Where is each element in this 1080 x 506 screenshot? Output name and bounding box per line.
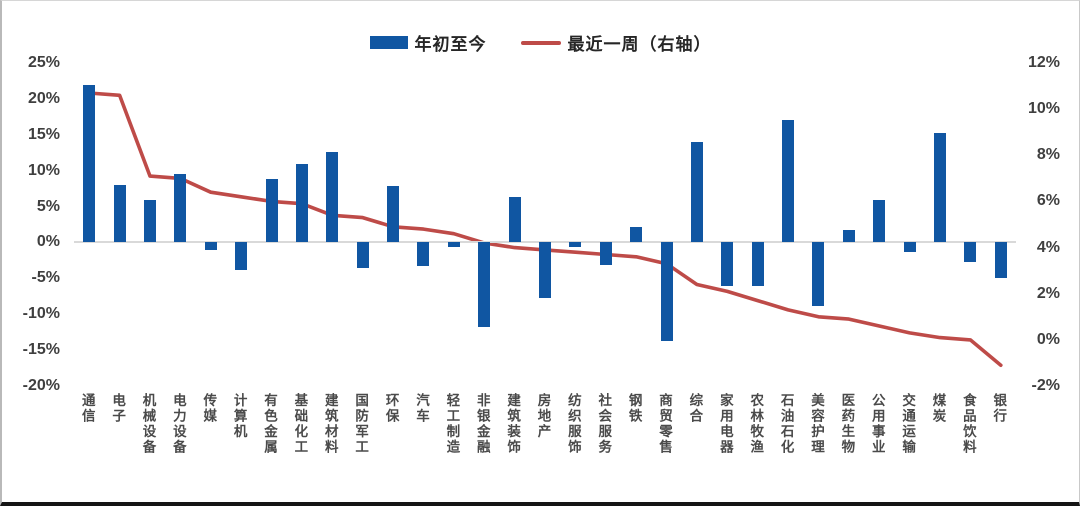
category-label: 电力设备 — [170, 393, 186, 455]
category-label: 交通运输 — [900, 393, 916, 455]
bar — [812, 242, 825, 306]
category-label: 综合 — [687, 393, 703, 424]
left-axis-tick: 25% — [27, 54, 60, 71]
bar — [83, 85, 96, 243]
bar — [417, 242, 430, 267]
bar — [204, 242, 217, 250]
bar — [873, 200, 886, 243]
bar — [842, 230, 855, 243]
category-label: 公用事业 — [869, 393, 885, 455]
legend-item-ytd: 年初至今 — [369, 30, 487, 55]
left-axis-tick: -20% — [22, 377, 60, 394]
bar — [903, 242, 916, 253]
right-axis-tick: 0% — [1036, 330, 1060, 348]
bar — [690, 141, 703, 243]
category-label: 通信 — [79, 393, 95, 424]
category-label: 非银金融 — [474, 393, 490, 455]
left-axis-tick: 5% — [36, 197, 60, 215]
category-label: 石油石化 — [778, 393, 794, 455]
category-label: 传媒 — [201, 393, 217, 424]
legend-item-lastweek: 最近一周（右轴） — [520, 30, 712, 55]
bar — [599, 242, 612, 265]
right-axis-tick: 12% — [1027, 54, 1060, 71]
bar — [235, 242, 248, 270]
category-label: 建筑材料 — [322, 393, 338, 455]
bar — [113, 185, 126, 243]
category-label: 钢铁 — [626, 393, 642, 424]
right-axis-tick: -2% — [1031, 377, 1060, 394]
right-axis-tick: 4% — [1036, 238, 1060, 256]
category-label: 有色金属 — [262, 393, 278, 455]
category-label: 机械设备 — [140, 393, 156, 455]
bar — [660, 242, 673, 341]
bar — [447, 242, 460, 247]
bar — [326, 152, 339, 243]
bar-legend-swatch-icon — [369, 36, 408, 49]
category-label: 基础化工 — [292, 393, 308, 455]
bar — [265, 179, 278, 243]
category-label: 社会服务 — [596, 393, 612, 455]
category-label: 电子 — [110, 393, 126, 424]
left-axis-tick: 10% — [27, 161, 60, 179]
category-label: 医药生物 — [839, 393, 855, 455]
bar — [508, 197, 521, 243]
bar — [143, 200, 156, 243]
category-label: 家用电器 — [717, 393, 733, 455]
bar — [964, 242, 977, 262]
legend-label-lastweek: 最近一周（右轴） — [567, 35, 712, 54]
left-axis-tick: 15% — [27, 125, 60, 143]
bar — [387, 186, 400, 243]
category-label: 计算机 — [231, 393, 247, 440]
category-label: 商贸零售 — [657, 393, 673, 455]
bar — [569, 242, 582, 248]
bar — [782, 120, 795, 243]
left-axis-tick: -10% — [22, 305, 60, 323]
lastweek-line — [87, 91, 1003, 368]
line-legend-swatch-icon — [520, 40, 561, 45]
category-label: 食品饮料 — [960, 393, 976, 455]
category-label: 美容护理 — [808, 393, 824, 455]
category-label: 国防军工 — [353, 393, 369, 455]
bar — [295, 164, 308, 243]
category-label: 纺织服饰 — [565, 393, 581, 455]
left-axis-tick: -15% — [22, 341, 60, 359]
category-label: 环保 — [383, 393, 399, 424]
right-axis-tick: 6% — [1036, 192, 1060, 210]
bar — [751, 242, 764, 286]
category-label: 煤炭 — [930, 393, 946, 424]
left-axis-tick: 20% — [27, 89, 60, 107]
left-axis-tick: 0% — [36, 233, 60, 251]
bar — [630, 226, 643, 243]
right-axis-tick: 2% — [1036, 284, 1060, 302]
category-label: 汽车 — [413, 393, 429, 424]
bar — [174, 173, 187, 243]
bar — [539, 242, 551, 299]
bar — [478, 242, 491, 328]
left-axis-tick: -5% — [31, 269, 60, 287]
chart-legend: 年初至今 最近一周（右轴） — [2, 30, 1079, 55]
bar — [356, 242, 369, 269]
right-axis-tick: 8% — [1036, 146, 1060, 164]
legend-label-ytd: 年初至今 — [414, 35, 487, 54]
bar — [934, 132, 947, 243]
category-label: 银行 — [991, 393, 1007, 424]
category-label: 轻工制造 — [444, 393, 460, 455]
category-label: 建筑装饰 — [505, 393, 521, 455]
right-axis-tick: 10% — [1027, 100, 1060, 118]
category-label: 房地产 — [535, 393, 551, 440]
bar — [721, 242, 734, 287]
category-label: 农林牧渔 — [748, 393, 764, 455]
bar — [994, 242, 1007, 279]
